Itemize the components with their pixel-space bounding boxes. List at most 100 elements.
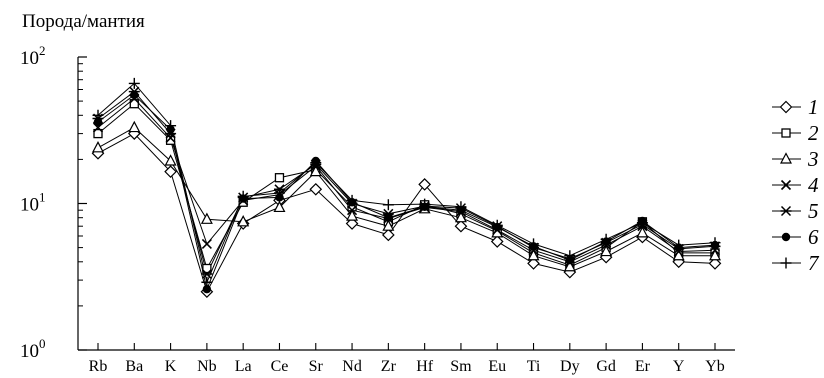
data-point (273, 200, 286, 213)
legend-label: 1 (808, 95, 819, 119)
x-tick-label: Ba (125, 358, 143, 375)
data-point (164, 154, 177, 166)
data-point (491, 219, 503, 231)
data-point (202, 285, 212, 294)
x-tick-label: Zr (381, 358, 397, 375)
x-tick-label: Sr (309, 358, 324, 375)
series-line (97, 126, 715, 268)
data-point (165, 132, 176, 144)
data-point (528, 238, 540, 250)
data-point (384, 213, 393, 222)
data-point (419, 198, 431, 210)
data-point (490, 235, 504, 248)
data-point (310, 157, 322, 169)
series-line (97, 91, 716, 276)
series-4-points (92, 93, 721, 267)
data-point (202, 263, 212, 274)
x-tick-label: K (165, 358, 177, 375)
legend-label: 6 (808, 225, 819, 249)
y-tick-label: 100 (20, 336, 46, 362)
data-point (382, 219, 395, 231)
legend-label: 5 (808, 199, 819, 223)
legend-item: 6 (772, 225, 819, 249)
series-7-points (92, 77, 721, 288)
x-tick-label: Yb (705, 358, 725, 375)
data-point (309, 164, 322, 177)
legend-marker (780, 205, 792, 217)
legend-marker (780, 179, 792, 191)
data-point (527, 248, 540, 261)
data-point (636, 217, 648, 229)
series-3-points (92, 120, 721, 272)
series-5-points (92, 86, 721, 280)
series-3 (97, 126, 715, 268)
data-point (454, 219, 468, 233)
legend-label: 2 (808, 121, 819, 145)
legend-item: 5 (772, 199, 819, 223)
x-tick-label: Ti (527, 358, 541, 375)
data-point (709, 248, 721, 261)
data-point (708, 257, 722, 270)
x-tick-label: Nd (342, 358, 362, 375)
data-point (709, 237, 721, 249)
series-5 (97, 91, 716, 276)
x-tick-label: Ce (271, 358, 289, 375)
legend-marker (781, 232, 791, 242)
x-tick-label: Eu (488, 358, 506, 375)
series-line (97, 103, 715, 270)
series-7 (97, 82, 716, 284)
legend-label: 3 (807, 147, 819, 171)
series-line (97, 82, 716, 284)
series-4 (97, 97, 716, 263)
data-point (128, 120, 141, 133)
legend-item: 1 (772, 95, 819, 119)
y-axis-ticks: 100 101 102 (20, 43, 87, 362)
data-point (92, 109, 104, 121)
data-point (128, 77, 140, 89)
legend-item: 2 (772, 121, 819, 145)
data-point (600, 233, 612, 245)
x-tick-label: La (235, 358, 252, 375)
data-point (274, 173, 285, 183)
data-point (130, 90, 139, 100)
plot-axes (77, 57, 735, 351)
data-point (93, 128, 103, 139)
data-point (527, 257, 540, 270)
data-point (273, 187, 285, 199)
y-tick-label: 102 (20, 43, 46, 69)
data-point (345, 217, 359, 230)
data-point (636, 226, 649, 238)
x-tick-label: Rb (89, 358, 108, 375)
data-point (165, 120, 177, 132)
legend-marker (779, 100, 793, 114)
series-line (97, 97, 716, 263)
series-line (97, 94, 716, 291)
data-point (309, 182, 323, 196)
data-point (201, 238, 212, 249)
data-point (92, 141, 104, 153)
legend-item: 3 (772, 147, 819, 171)
data-point (673, 239, 685, 251)
data-point (201, 276, 213, 288)
x-axis-ticks: Rb Ba K Nb La Ce Sr Nd Zr Hf Sm Eu Ti Dy Gd Er Y Yb (89, 343, 725, 375)
data-point (346, 194, 358, 206)
data-point (418, 178, 431, 191)
legend-marker (780, 257, 792, 269)
legend-item: 4 (772, 173, 819, 197)
y-axis-label: Порода/мантия (22, 11, 145, 32)
x-tick-label: Y (673, 358, 685, 375)
data-point (165, 135, 176, 145)
legend-label: 4 (808, 173, 819, 197)
data-point (346, 209, 359, 221)
legend-marker (780, 152, 792, 164)
data-point (382, 199, 394, 211)
data-point (564, 250, 576, 262)
x-tick-label: Nb (197, 358, 217, 375)
legend-label: 7 (808, 251, 820, 275)
y-tick-label: 101 (20, 190, 46, 216)
data-point (93, 117, 103, 127)
series-6-points (93, 90, 720, 294)
legend-marker (781, 128, 791, 138)
